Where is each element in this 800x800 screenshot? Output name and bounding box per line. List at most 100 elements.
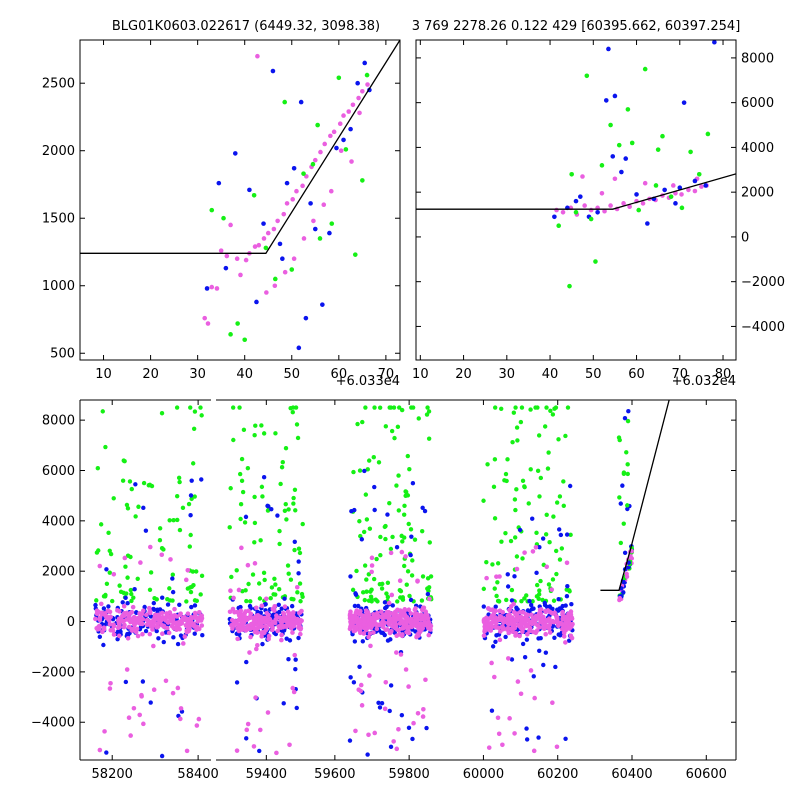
top-left-point-green bbox=[235, 321, 240, 326]
bottom-point-green bbox=[515, 438, 520, 443]
bottom-point-green bbox=[511, 410, 517, 415]
top-right-point-blue bbox=[673, 201, 678, 206]
bottom-point-magenta bbox=[548, 619, 554, 625]
bottom-point-green bbox=[239, 478, 245, 484]
bottom-point-green bbox=[547, 540, 552, 545]
bottom-point-blue bbox=[372, 484, 377, 490]
top-right-x-tick-label: 80 bbox=[715, 367, 732, 382]
bottom-point-magenta bbox=[180, 615, 186, 621]
bottom-point-magenta bbox=[265, 710, 271, 715]
bottom-point-green bbox=[124, 591, 129, 596]
bottom-point-blue bbox=[489, 708, 495, 713]
bottom-point-green bbox=[367, 526, 373, 531]
bottom-point-green bbox=[107, 548, 112, 553]
bottom-point-magenta bbox=[298, 631, 303, 637]
bottom-point-magenta bbox=[155, 621, 161, 627]
bottom-point-magenta bbox=[147, 544, 153, 550]
bottom-point-green bbox=[117, 583, 122, 588]
bottom-point-green bbox=[402, 503, 407, 508]
bottom-point-green bbox=[184, 599, 189, 604]
bottom-point-blue bbox=[505, 572, 510, 577]
top-left-axes: 10 20 30 40 50 60 70 500 1000 1500 2000 2500 bbox=[42, 39, 401, 382]
bottom-point-green bbox=[256, 581, 262, 586]
bottom-point-blue bbox=[556, 597, 561, 602]
bottom-point-magenta bbox=[515, 679, 521, 684]
bottom-point-magenta bbox=[156, 616, 161, 621]
bottom-point-green bbox=[625, 462, 630, 467]
bottom-point-green bbox=[177, 527, 183, 533]
top-left-point-magenta bbox=[318, 149, 323, 155]
bottom-point-green bbox=[283, 501, 288, 507]
bottom-point-green bbox=[170, 572, 176, 577]
bottom-point-green bbox=[375, 599, 380, 604]
bottom-point-magenta bbox=[554, 744, 560, 750]
bottom-point-blue bbox=[410, 736, 415, 742]
top-left-point-magenta bbox=[261, 236, 267, 241]
top-left-title: BLG01K0603.022617 (6449.32, 3098.38) bbox=[112, 19, 380, 34]
top-right-axes: 10 20 30 40 50 60 70 80 −4000 −2000 0 2000 4000 6000 8… bbox=[412, 39, 785, 382]
bottom-point-green bbox=[298, 599, 303, 604]
bottom-point-green bbox=[198, 592, 203, 597]
bottom-point-magenta bbox=[569, 635, 575, 641]
bottom-point-magenta bbox=[398, 652, 404, 657]
bottom-point-magenta bbox=[183, 623, 189, 628]
bottom-point-green bbox=[294, 422, 300, 427]
bottom-point-magenta bbox=[533, 544, 539, 550]
bottom-point-magenta bbox=[199, 623, 205, 628]
bottom-point-green bbox=[360, 419, 365, 425]
bottom-point-magenta bbox=[495, 715, 501, 721]
bottom-point-magenta bbox=[128, 733, 133, 738]
bottom-point-green bbox=[405, 569, 411, 574]
bottom-point-magenta bbox=[272, 608, 277, 613]
bottom-point-magenta bbox=[238, 608, 244, 614]
bottom-point-green bbox=[403, 493, 408, 498]
bottom-point-magenta bbox=[183, 577, 189, 583]
bottom-point-magenta bbox=[93, 616, 98, 622]
bottom-point-green bbox=[291, 597, 296, 602]
top-right-y-tick-label: 2000 bbox=[741, 186, 774, 201]
bottom-point-green bbox=[546, 450, 551, 455]
bottom-point-magenta bbox=[424, 621, 430, 627]
bottom-point-magenta bbox=[178, 611, 183, 616]
top-right-y-tick-label: −4000 bbox=[741, 320, 785, 335]
top-right-point-magenta bbox=[692, 188, 698, 194]
bottom-point-magenta bbox=[512, 731, 517, 736]
bottom-point-magenta bbox=[99, 611, 105, 617]
bottom-point-blue bbox=[379, 701, 385, 706]
bottom-point-green bbox=[557, 557, 563, 562]
bottom-point-magenta bbox=[287, 742, 292, 748]
bottom-point-blue bbox=[175, 641, 181, 647]
bottom-point-magenta bbox=[240, 612, 246, 618]
bottom-point-blue bbox=[258, 610, 263, 615]
bottom-point-blue bbox=[552, 635, 557, 640]
bottom-point-magenta bbox=[178, 716, 183, 722]
bottom-point-magenta bbox=[425, 615, 431, 621]
top-right-point-magenta bbox=[582, 203, 587, 208]
bottom-point-green bbox=[492, 457, 498, 462]
bottom-point-green bbox=[544, 512, 549, 517]
bottom-point-green bbox=[252, 520, 258, 526]
bottom-point-magenta bbox=[245, 562, 251, 568]
bottom-point-green bbox=[252, 540, 257, 545]
top-left-point-magenta bbox=[337, 121, 343, 127]
bottom-point-green bbox=[495, 561, 501, 566]
bottom-point-magenta bbox=[270, 619, 275, 625]
top-left-point-magenta bbox=[243, 257, 249, 263]
bottom-point-magenta bbox=[486, 745, 492, 750]
bottom-point-green bbox=[512, 535, 518, 540]
bottom-point-green bbox=[103, 444, 108, 450]
bottom-point-green bbox=[396, 405, 402, 410]
bottom-point-magenta bbox=[174, 627, 179, 633]
bottom-point-green bbox=[400, 539, 405, 544]
bottom-point-green bbox=[277, 541, 282, 547]
bottom-point-magenta bbox=[255, 642, 260, 648]
bottom-point-magenta bbox=[392, 619, 397, 624]
bottom-point-green bbox=[258, 538, 263, 543]
bottom-point-magenta bbox=[116, 633, 122, 639]
bottom-point-green bbox=[554, 571, 559, 577]
top-right-point-green bbox=[636, 207, 642, 213]
bottom-point-blue bbox=[104, 750, 109, 755]
bottom-point-blue bbox=[286, 657, 291, 662]
bottom-point-magenta bbox=[501, 617, 507, 623]
bottom-point-magenta bbox=[528, 668, 534, 673]
